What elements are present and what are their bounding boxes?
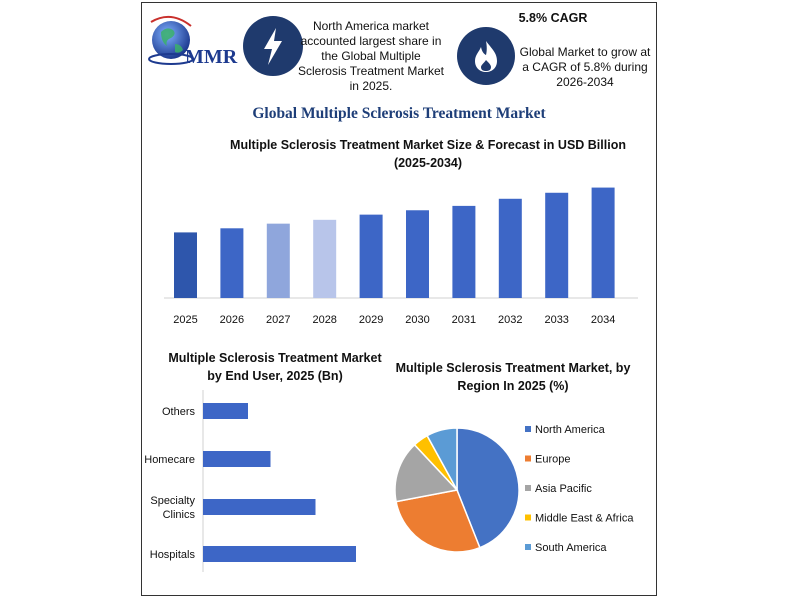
pie-slice-south-america xyxy=(426,427,458,491)
legend-swatch xyxy=(525,426,531,432)
hbar-homecare xyxy=(203,451,271,467)
info-north-america: North America market accounted largest s… xyxy=(297,19,445,93)
market-size-bar-chart: 2025 2026 2027 2028 2029 2030 2031 2032 2033 2034 xyxy=(164,187,638,326)
bar-2029 xyxy=(359,214,383,298)
bar-chart-title: Multiple Sclerosis Treatment Market Size… xyxy=(230,138,626,170)
info-cagr: Global Market to grow at a CAGR of 5.8% … xyxy=(519,45,651,89)
hbar-specialty-clinics xyxy=(203,499,316,515)
logo-text: MMR xyxy=(185,46,238,68)
end-user-chart-title: Multiple Sclerosis Treatment Market by E… xyxy=(168,351,382,383)
mmr-logo: MMR xyxy=(147,12,239,78)
bar-2025 xyxy=(174,232,197,298)
bar-2031 xyxy=(452,205,476,298)
legend-swatch xyxy=(525,544,531,550)
legend-label: South America xyxy=(535,542,607,554)
x-tick-label: 2029 xyxy=(359,314,383,326)
bar-2028 xyxy=(313,219,337,298)
x-tick-label: 2027 xyxy=(266,314,290,326)
bar-2032 xyxy=(498,198,522,298)
pie-slice-europe xyxy=(395,489,481,553)
x-tick-label: 2030 xyxy=(405,314,429,326)
y-tick-label: Specialty Clinics xyxy=(150,495,195,521)
page-title: Global Multiple Sclerosis Treatment Mark… xyxy=(252,105,546,122)
legend-swatch xyxy=(525,514,531,521)
bar-2033 xyxy=(545,192,569,298)
legend-label: North America xyxy=(535,424,606,436)
legend-swatch xyxy=(525,455,531,462)
region-pie-chart: North America Europe Asia Pacific Middle Ea… xyxy=(394,424,634,554)
x-tick-label: 2025 xyxy=(173,314,197,326)
legend-label: Europe xyxy=(535,454,570,466)
bar-2026 xyxy=(220,228,244,298)
legend-label: Middle East & Africa xyxy=(535,513,634,525)
x-tick-label: 2033 xyxy=(544,314,568,326)
lightning-icon xyxy=(243,16,303,76)
hbar-others xyxy=(203,403,248,419)
x-tick-label: 2032 xyxy=(498,314,522,326)
x-tick-label: 2031 xyxy=(452,314,476,326)
pie-slice-asia-pacific xyxy=(394,443,459,503)
x-tick-label: 2026 xyxy=(220,314,244,326)
end-user-bar-chart: Others Homecare Specialty Clinics Hospitals xyxy=(144,390,356,572)
y-tick-label: Hospitals xyxy=(150,549,196,561)
globe-icon xyxy=(148,15,194,65)
flame-icon xyxy=(457,27,515,85)
bar-2030 xyxy=(406,210,429,298)
x-tick-label: 2028 xyxy=(312,314,336,326)
legend-label: Asia Pacific xyxy=(535,483,592,495)
y-tick-label: Others xyxy=(162,406,196,418)
legend-swatch xyxy=(525,485,531,491)
bar-2027 xyxy=(266,223,290,298)
pie-slice-north-america xyxy=(456,427,520,549)
y-tick-label: Homecare xyxy=(144,454,195,466)
cagr-title: 5.8% CAGR xyxy=(518,11,588,25)
bar-2034 xyxy=(591,187,615,298)
region-chart-title: Multiple Sclerosis Treatment Market, by … xyxy=(395,361,631,393)
hbar-hospitals xyxy=(203,546,356,562)
x-tick-label: 2034 xyxy=(591,314,615,326)
